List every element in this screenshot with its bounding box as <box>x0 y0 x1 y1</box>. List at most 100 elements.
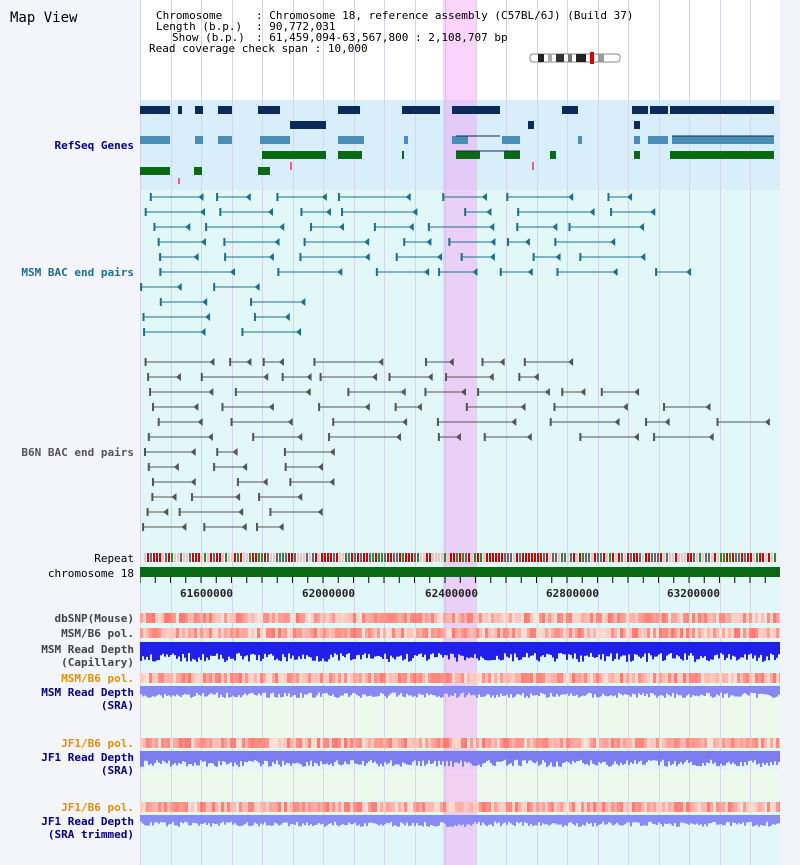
depth-bar <box>284 642 286 658</box>
heat-cell <box>227 738 230 748</box>
track-label-refseq[interactable]: RefSeq Genes <box>54 139 134 152</box>
right-scroll-strip[interactable] <box>780 0 800 865</box>
depth-bar <box>374 815 376 824</box>
heat-cell <box>581 738 584 748</box>
depth-bar <box>278 642 280 661</box>
heat-cell <box>539 628 542 638</box>
depth-bar <box>574 686 576 696</box>
heat-cell <box>488 628 491 638</box>
heat-cell <box>548 738 551 748</box>
depth-bar <box>418 642 420 655</box>
depth-bar <box>588 642 590 657</box>
depth-bar <box>430 751 432 765</box>
depth-bar <box>248 815 250 826</box>
heat-cell <box>719 802 722 812</box>
bac-end <box>339 223 345 231</box>
heat-cell <box>419 613 422 623</box>
depth-bar <box>620 642 622 657</box>
heat-cell <box>482 628 485 638</box>
heat-cell <box>386 613 389 623</box>
track-label-msm-bac[interactable]: MSM BAC end pairs <box>21 266 134 279</box>
heat-cell <box>191 673 194 683</box>
heat-cell <box>416 628 419 638</box>
heat-cell <box>413 738 416 748</box>
heat-cell <box>740 738 743 748</box>
depth-bar <box>484 815 486 825</box>
bac-end <box>516 223 519 231</box>
heat-cell <box>530 802 533 812</box>
depth-bar <box>690 751 692 762</box>
depth-bar <box>718 751 720 767</box>
depth-bar <box>736 686 738 697</box>
heat-cell <box>335 673 338 683</box>
heat-cell <box>662 673 665 683</box>
heat-cell <box>191 802 194 812</box>
heat-cell <box>245 738 248 748</box>
heat-cell <box>428 673 431 683</box>
depth-bar <box>662 686 664 696</box>
depth-bar <box>600 686 602 697</box>
depth-bar <box>726 642 728 658</box>
depth-bar <box>550 751 552 763</box>
track-label-b6n-bac[interactable]: B6N BAC end pairs <box>21 446 134 459</box>
repeat-mark <box>144 553 146 562</box>
heat-cell <box>200 738 203 748</box>
depth-bar <box>256 642 258 661</box>
heat-cell <box>437 738 440 748</box>
repeat-mark <box>654 553 656 562</box>
heat-cell <box>173 613 176 623</box>
depth-bar <box>172 686 174 696</box>
repeat-mark <box>567 553 569 562</box>
depth-bar <box>774 751 776 762</box>
bac-end <box>213 283 216 291</box>
chromosome-ideogram[interactable] <box>0 0 800 70</box>
bac-end <box>190 448 196 456</box>
depth-bar <box>654 751 656 761</box>
depth-bar <box>312 686 314 698</box>
depth-bar <box>318 815 320 824</box>
bac-end <box>144 448 147 456</box>
depth-bar <box>174 815 176 826</box>
heat-cell <box>188 628 191 638</box>
depth-bar <box>626 815 628 823</box>
depth-bar <box>506 751 508 766</box>
heat-cell <box>617 628 620 638</box>
heat-cell <box>611 802 614 812</box>
depth-bar <box>324 642 326 662</box>
map-canvas[interactable] <box>140 0 782 865</box>
heat-cell <box>557 628 560 638</box>
bac-end <box>221 403 224 411</box>
heat-cell <box>590 628 593 638</box>
heat-cell <box>458 802 461 812</box>
depth-bar <box>696 642 698 660</box>
depth-bar <box>366 815 368 827</box>
heat-cell <box>209 802 212 812</box>
bac-end <box>310 223 313 231</box>
repeat-mark <box>333 553 335 562</box>
heat-cell <box>557 802 560 812</box>
heat-cell <box>194 802 197 812</box>
repeat-mark <box>624 553 626 562</box>
heat-cell <box>425 628 428 638</box>
heat-cell <box>686 802 689 812</box>
bac-end <box>716 418 719 426</box>
depth-bar <box>400 686 402 694</box>
depth-bar <box>464 686 466 698</box>
bac-end <box>627 193 633 201</box>
depth-bar <box>746 751 748 766</box>
depth-bar <box>724 686 726 695</box>
gene-feature <box>404 136 408 144</box>
depth-bar <box>672 815 674 826</box>
depth-bar <box>410 751 412 766</box>
depth-bar <box>532 751 534 763</box>
bac-end <box>163 508 169 516</box>
heat-cell <box>569 613 572 623</box>
depth-bar <box>236 686 238 698</box>
depth-bar <box>592 751 594 764</box>
heat-cell <box>755 738 758 748</box>
depth-bar <box>474 686 476 696</box>
repeat-mark <box>711 553 713 562</box>
depth-bar <box>158 686 160 695</box>
depth-bar <box>604 815 606 825</box>
bac-end <box>297 493 303 501</box>
